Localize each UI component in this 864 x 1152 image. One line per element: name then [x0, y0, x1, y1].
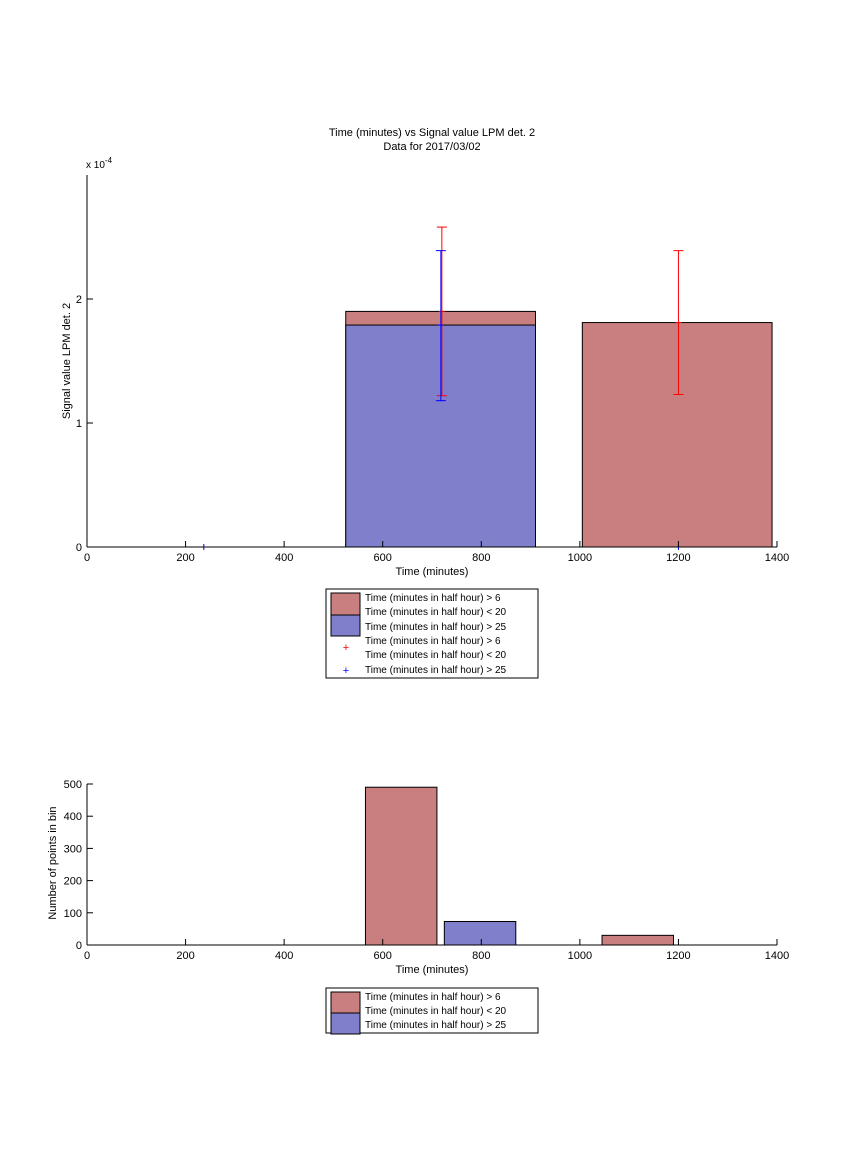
chart-subtitle: Data for 2017/03/02	[383, 141, 480, 153]
x-axis-label: Time (minutes)	[396, 566, 469, 578]
x-tick-label: 1000	[568, 950, 592, 962]
x-tick-label: 600	[374, 950, 392, 962]
signal-chart: Time (minutes) vs Signal value LPM det. …	[61, 127, 789, 679]
x-tick-label: 200	[176, 950, 194, 962]
x-axis-ticks: 0 200 400 600 800 1000 1200 1400	[84, 541, 789, 564]
x-tick-label: 800	[472, 950, 490, 962]
y-tick-label: 400	[64, 811, 82, 823]
chart-title: Time (minutes) vs Signal value LPM det. …	[329, 127, 535, 139]
x-tick-label: 600	[374, 552, 392, 564]
x-axis-label: Time (minutes)	[396, 964, 469, 976]
bar	[443, 920, 517, 946]
legend-item-red-2: Time (minutes in half hour) < 20	[365, 607, 507, 618]
y-exponent-power: -4	[105, 156, 113, 165]
legend-marker-blue-icon: +	[343, 665, 349, 677]
y-tick-label: 2	[76, 294, 82, 306]
y-exponent-base: x 10	[86, 160, 105, 171]
signal-errorbars	[435, 226, 684, 402]
legend-item-blue-1: Time (minutes in half hour) > 25	[365, 622, 507, 633]
legend-marker-red-icon: +	[343, 642, 349, 654]
legend-box	[325, 987, 539, 1034]
x-tick-label: 0	[84, 950, 90, 962]
count-bars	[364, 786, 674, 946]
y-axis-label: Signal value LPM det. 2	[61, 303, 73, 419]
legend-box	[325, 588, 539, 679]
legend-item-marker-blue-1: Time (minutes in half hour) > 25	[365, 665, 507, 676]
bar	[364, 786, 438, 946]
y-axis-ticks: 0 1 2	[76, 294, 93, 554]
legend-patch-blue	[330, 1012, 361, 1035]
legend-item-red-1: Time (minutes in half hour) > 6	[365, 593, 501, 604]
x-tick-label: 1000	[568, 552, 592, 564]
bar	[601, 934, 674, 946]
legend-patch-red	[330, 991, 361, 1014]
y-tick-label: 0	[76, 940, 82, 952]
x-tick-label: 200	[176, 552, 194, 564]
legend-item-blue-1: Time (minutes in half hour) > 25	[365, 1020, 507, 1031]
y-axis-label: Number of points in bin	[47, 806, 59, 919]
y-tick-label: 500	[64, 779, 82, 791]
x-tick-label: 1400	[765, 552, 789, 564]
x-tick-label: 1400	[765, 950, 789, 962]
signal-bars	[345, 310, 773, 548]
count-chart: 0 200 400 600 800 1000 1200 1400 0 100 200 300 400 5…	[47, 779, 789, 1035]
x-tick-label: 800	[472, 552, 490, 564]
x-tick-label: 400	[275, 950, 293, 962]
legend-patch-red	[330, 592, 361, 616]
x-tick-label: 400	[275, 552, 293, 564]
x-tick-label: 0	[84, 552, 90, 564]
legend-item-red-2: Time (minutes in half hour) < 20	[365, 1006, 507, 1017]
bar	[581, 322, 773, 548]
y-tick-label: 200	[64, 876, 82, 888]
y-axis-ticks: 0 100 200 300 400 500	[64, 779, 93, 952]
legend-item-marker-red-2: Time (minutes in half hour) < 20	[365, 650, 507, 661]
legend-item-red-1: Time (minutes in half hour) > 6	[365, 992, 501, 1003]
x-tick-label: 1200	[666, 552, 690, 564]
y-tick-label: 100	[64, 908, 82, 920]
legend-item-marker-red-1: Time (minutes in half hour) > 6	[365, 636, 501, 647]
y-tick-label: 300	[64, 843, 82, 855]
x-tick-label: 1200	[666, 950, 690, 962]
y-tick-label: 0	[76, 542, 82, 554]
y-tick-label: 1	[76, 418, 82, 430]
legend-patch-blue	[330, 614, 361, 637]
y-exponent-label: x 10-4	[86, 156, 113, 171]
x-axis-ticks: 0 200 400 600 800 1000 1200 1400	[84, 939, 789, 962]
